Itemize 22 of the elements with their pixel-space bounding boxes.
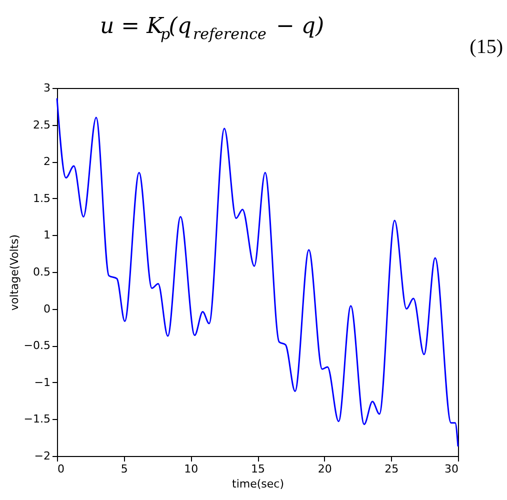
y-tick-label: 3 (44, 82, 50, 94)
x-tick-label: 20 (318, 462, 332, 476)
y-tick-label: −1.5 (24, 412, 50, 426)
y-tick-label: 0.5 (33, 266, 50, 278)
line-series (56, 98, 459, 448)
y-tick-label: −2 (34, 450, 50, 462)
y-tick-label: 1 (44, 228, 50, 242)
x-tick-label: 10 (184, 462, 198, 476)
y-tick-label: 2.5 (33, 118, 50, 132)
x-tick-label: 30 (444, 462, 458, 476)
x-tick-label: 0 (58, 462, 64, 476)
y-tick-label: 1.5 (33, 192, 50, 205)
x-tick-label: 5 (120, 462, 128, 476)
x-tick-label: 25 (384, 462, 399, 476)
y-axis-title: voltage(Volts) (8, 234, 21, 311)
y-tick-label: 2 (44, 155, 50, 168)
y-tick-label: 0 (44, 302, 50, 316)
x-axis-title: time(sec) (232, 478, 284, 490)
y-tick-label: −1 (34, 376, 50, 389)
x-tick-label: 15 (251, 462, 265, 476)
text: (15) (470, 36, 503, 58)
y-tick-label: −0.5 (24, 339, 50, 352)
